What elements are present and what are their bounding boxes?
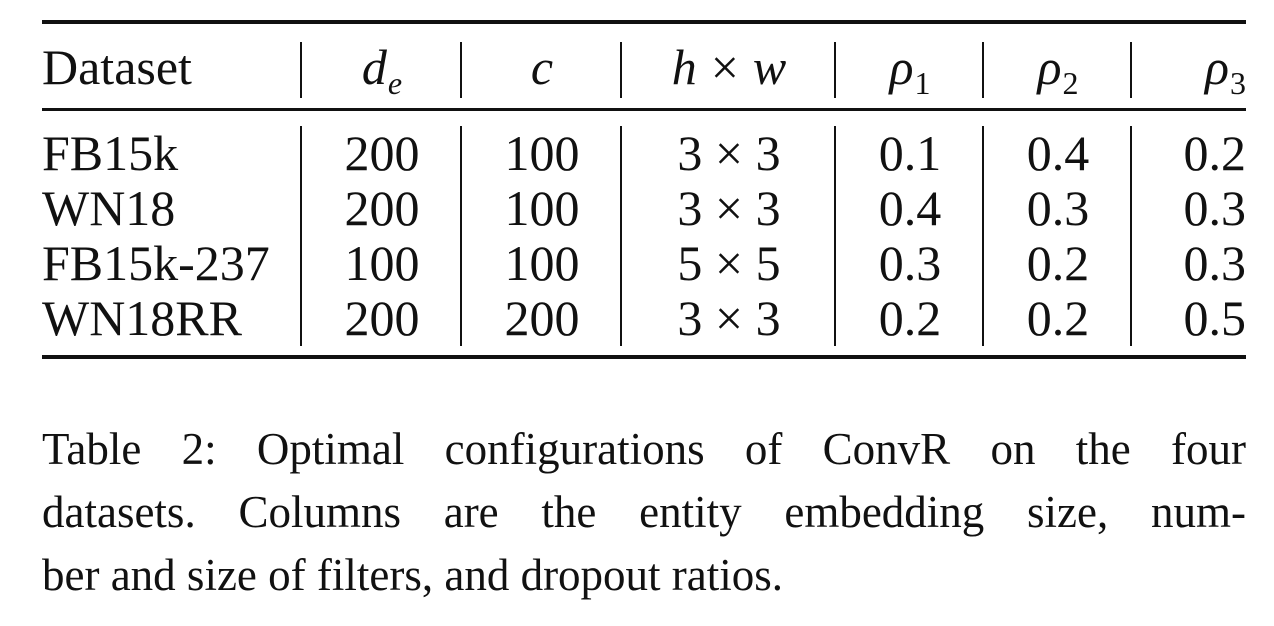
header-dataset: Dataset bbox=[42, 39, 192, 95]
cell-filter-count: 200 bbox=[504, 290, 580, 346]
cell-rho3: 0.3 bbox=[1183, 180, 1247, 236]
table-header-rule bbox=[42, 108, 1246, 111]
header-c: c bbox=[530, 39, 554, 95]
header-filter-size: h × w bbox=[622, 42, 836, 92]
cell-filter-size: 3 × 3 bbox=[677, 290, 781, 346]
cell-filter-size: 3 × 3 bbox=[677, 125, 781, 181]
cell-rho2: 0.4 bbox=[1026, 125, 1090, 181]
column-separator bbox=[834, 126, 836, 346]
cell-embedding-size: 100 bbox=[344, 235, 420, 291]
table-top-rule bbox=[42, 20, 1246, 24]
header-p3-base: ρ bbox=[1205, 39, 1229, 95]
cell-rho1: 0.3 bbox=[878, 235, 942, 291]
header-rho2: ρ2 bbox=[984, 39, 1132, 99]
cell-embedding-size: 200 bbox=[344, 125, 420, 181]
header-p1-base: ρ bbox=[889, 39, 914, 95]
cell-filter-size: 3 × 3 bbox=[677, 180, 781, 236]
table-bottom-rule bbox=[42, 355, 1246, 359]
header-p2-base: ρ bbox=[1037, 39, 1062, 95]
header-embedding-size: de bbox=[302, 39, 462, 99]
column-separator bbox=[460, 126, 462, 346]
column-separator bbox=[300, 126, 302, 346]
column-separator bbox=[460, 42, 462, 98]
header-rho1: ρ1 bbox=[836, 39, 984, 99]
caption-line: datasets. Columns are the entity embeddi… bbox=[42, 487, 1246, 537]
header-hw-h: h bbox=[671, 39, 697, 95]
cell-rho3: 0.2 bbox=[1183, 125, 1247, 181]
caption-line: Table 2: Optimal configurations of ConvR… bbox=[42, 424, 1246, 474]
column-separator bbox=[834, 42, 836, 98]
cell-dataset: WN18 bbox=[42, 180, 176, 236]
header-p2-sub: 2 bbox=[1062, 65, 1079, 101]
column-separator bbox=[1130, 42, 1132, 98]
cell-rho1: 0.2 bbox=[878, 290, 942, 346]
column-separator bbox=[620, 42, 622, 98]
header-filter-count: c bbox=[462, 42, 622, 92]
cell-rho2: 0.2 bbox=[1026, 290, 1090, 346]
cell-dataset: FB15k bbox=[42, 125, 179, 181]
column-separator bbox=[982, 42, 984, 98]
header-p3-sub: 3 bbox=[1230, 65, 1246, 101]
cell-filter-count: 100 bbox=[504, 125, 580, 181]
column-separator bbox=[300, 42, 302, 98]
cell-rho3: 0.3 bbox=[1183, 235, 1247, 291]
cell-filter-count: 100 bbox=[504, 235, 580, 291]
cell-embedding-size: 200 bbox=[344, 290, 420, 346]
cell-embedding-size: 200 bbox=[344, 180, 420, 236]
header-hw-w: w bbox=[752, 39, 787, 95]
caption-line: ber and size of filters, and dropout rat… bbox=[42, 550, 784, 600]
cell-rho1: 0.4 bbox=[878, 180, 942, 236]
header-de-sub: e bbox=[387, 65, 403, 101]
cell-filter-count: 100 bbox=[504, 180, 580, 236]
column-separator bbox=[1130, 126, 1132, 346]
header-p1-sub: 1 bbox=[914, 65, 931, 101]
cell-rho2: 0.2 bbox=[1026, 235, 1090, 291]
header-rho3: ρ3 bbox=[1132, 39, 1246, 99]
header-de-base: d bbox=[361, 39, 387, 95]
header-hw-times: × bbox=[710, 39, 739, 95]
table-caption: Table 2: Optimal configurations of ConvR… bbox=[42, 418, 1246, 607]
cell-rho3: 0.5 bbox=[1183, 290, 1247, 346]
cell-rho1: 0.1 bbox=[878, 125, 942, 181]
cell-rho2: 0.3 bbox=[1026, 180, 1090, 236]
cell-dataset: FB15k-237 bbox=[42, 235, 270, 291]
cell-dataset: WN18RR bbox=[42, 290, 242, 346]
column-separator bbox=[620, 126, 622, 346]
column-separator bbox=[982, 126, 984, 346]
cell-filter-size: 5 × 5 bbox=[677, 235, 781, 291]
